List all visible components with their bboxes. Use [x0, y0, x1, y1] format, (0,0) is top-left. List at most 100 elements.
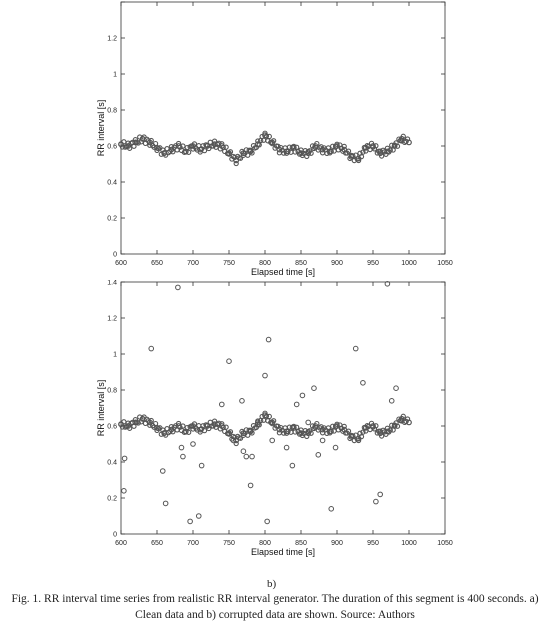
- data-point: [125, 143, 132, 149]
- outlier-point: [311, 385, 317, 391]
- outlier-point: [332, 444, 339, 451]
- data-point-band: [318, 424, 324, 430]
- data-point-band: [389, 142, 395, 148]
- data-point: [312, 423, 319, 429]
- outlier-point: [305, 419, 312, 426]
- outlier-point: [393, 385, 399, 391]
- data-point-band: [147, 142, 153, 148]
- x-tick-label: 750: [223, 260, 235, 267]
- outlier-point: [249, 453, 255, 460]
- x-tick-label: 1000: [401, 540, 417, 547]
- data-point-band: [145, 138, 152, 144]
- data-point-band: [147, 422, 153, 428]
- y-axis-label: RR interval [s]: [96, 380, 106, 437]
- data-point-band: [249, 430, 255, 436]
- data-point: [341, 146, 348, 153]
- outlier-point: [198, 462, 205, 469]
- data-point: [161, 430, 168, 437]
- data-point: [154, 424, 160, 431]
- data-point: [326, 428, 333, 435]
- data-point-band: [135, 420, 141, 426]
- outlier-point: [180, 453, 186, 460]
- y-tick-label: 1: [113, 352, 117, 359]
- data-point-band: [237, 435, 244, 441]
- data-point-band: [227, 149, 234, 155]
- outlier-point: [384, 281, 391, 287]
- outlier-point: [299, 392, 306, 399]
- x-tick-label: 1050: [437, 540, 453, 547]
- data-point: [276, 426, 283, 433]
- outlier-point: [230, 437, 237, 444]
- data-point: [312, 143, 319, 149]
- data-point: [319, 426, 326, 433]
- outlier-point: [148, 345, 155, 352]
- data-point-band: [360, 429, 366, 435]
- data-point: [218, 423, 225, 429]
- data-point: [269, 139, 276, 146]
- data-point-band: [387, 147, 393, 153]
- data-point: [305, 430, 312, 437]
- data-point: [168, 146, 175, 153]
- data-point: [406, 139, 412, 146]
- data-point: [218, 143, 225, 149]
- data-point: [139, 415, 146, 422]
- data-point: [319, 146, 326, 153]
- y-tick-label: 1: [113, 72, 117, 79]
- x-tick-label: 800: [259, 540, 271, 547]
- x-tick-label: 1000: [401, 260, 417, 267]
- data-point: [283, 148, 290, 155]
- data-point-band: [304, 433, 310, 439]
- data-point: [377, 150, 384, 157]
- data-point: [211, 421, 218, 428]
- outlier-point: [190, 441, 196, 447]
- outlier-point: [226, 358, 232, 364]
- data-point: [326, 148, 333, 155]
- data-point: [341, 426, 348, 433]
- data-point: [348, 433, 355, 440]
- data-point-band: [211, 418, 218, 424]
- data-point: [168, 426, 175, 433]
- y-tick-label: 0.2: [107, 496, 117, 503]
- data-point: [226, 430, 232, 437]
- data-point: [398, 135, 405, 142]
- outlier-point: [121, 455, 128, 462]
- data-point-band: [389, 422, 395, 428]
- data-point-band: [233, 440, 239, 447]
- data-point: [377, 430, 384, 437]
- outlier-point: [159, 468, 166, 474]
- y-tick-label: 0.8: [107, 108, 117, 115]
- data-point: [139, 135, 146, 142]
- data-point-band: [145, 418, 152, 424]
- data-point-band: [373, 423, 379, 429]
- x-tick-label: 1050: [437, 260, 453, 267]
- outlier-point: [247, 482, 254, 489]
- data-point: [391, 143, 398, 149]
- data-point: [276, 146, 283, 153]
- outlier-point: [254, 419, 261, 426]
- data-point: [175, 423, 182, 429]
- y-tick-label: 0: [113, 532, 117, 539]
- data-point: [334, 423, 340, 429]
- chart-b: 600 650 700 750 800 850 900 950 1000 1050 0 0.2 0.4 0…: [96, 280, 453, 557]
- data-point-band: [270, 138, 277, 144]
- data-point: [254, 421, 261, 428]
- data-point-band: [378, 433, 385, 439]
- data-point: [370, 143, 376, 149]
- data-point-band: [304, 153, 310, 159]
- data-point: [197, 146, 204, 153]
- data-point-band: [135, 140, 141, 146]
- data-point: [290, 424, 297, 431]
- data-point: [406, 419, 412, 426]
- data-point-band: [245, 432, 251, 438]
- outlier-point: [175, 284, 181, 291]
- data-point: [247, 148, 254, 155]
- data-point: [269, 419, 276, 426]
- x-tick-label: 900: [331, 540, 343, 547]
- y-tick-label: 0.4: [107, 180, 117, 187]
- data-point: [175, 143, 182, 149]
- plot-frame: [120, 1, 446, 255]
- data-point: [204, 143, 211, 149]
- data-point: [305, 150, 312, 157]
- data-point: [146, 419, 153, 426]
- data-point: [211, 141, 218, 148]
